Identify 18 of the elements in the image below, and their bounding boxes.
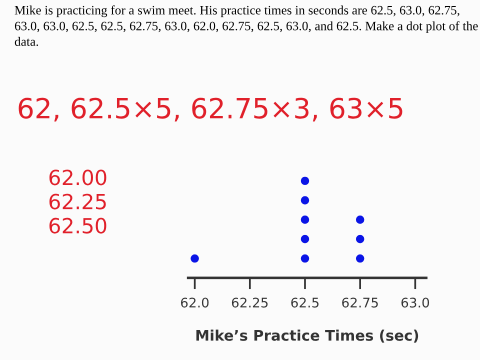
point [300,254,310,263]
point [356,216,364,224]
x-tick-label: 62.75 [342,298,378,308]
point [190,254,199,263]
point [356,234,364,244]
point [300,176,310,186]
x-tick-label: 63.0 [401,298,430,308]
point [356,254,364,263]
x-tick-label: 62.5 [291,298,319,308]
point [300,234,310,244]
point [300,216,310,224]
x-tick-label: 62.0 [181,298,209,308]
x-axis-title: Mike’s Practice Times (sec) [196,330,418,343]
x-tick-label: 62.25 [232,298,268,308]
text: 62, 62.5×5, 62.75×3, 63×5 [18,98,402,122]
chart-title: Mike is practicing for a swim meet. His practice times in seconds are 62.5, 63.0, 62.75, 63.0, 63.0, 62.5, 62.5, 62.75, 63.0, 62.0, 62.75, 62.5, 63.0, and 62.5. Make a dot plot of the data. [14,5,478,46]
point [300,196,310,204]
text: 62.00 62.25 62.50 [49,170,106,234]
